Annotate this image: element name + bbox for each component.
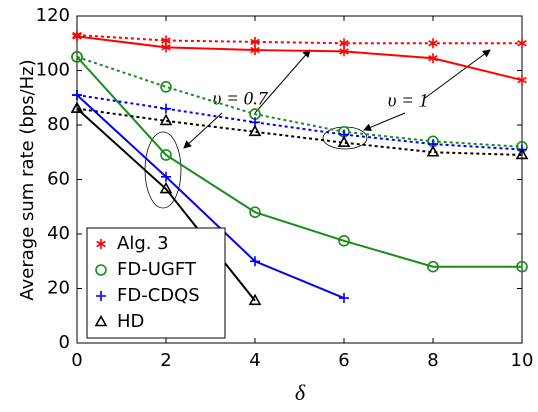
legend-label: Alg. 3 bbox=[117, 233, 169, 254]
marker bbox=[161, 171, 171, 182]
x-tick-label: 8 bbox=[427, 350, 438, 371]
marker bbox=[517, 75, 527, 86]
arrow bbox=[424, 49, 491, 99]
marker bbox=[249, 206, 261, 218]
arrow bbox=[254, 49, 311, 114]
marker bbox=[70, 101, 84, 113]
marker bbox=[339, 38, 349, 49]
marker bbox=[96, 239, 106, 249]
marker bbox=[95, 264, 107, 276]
marker bbox=[160, 81, 172, 93]
annotation: υ = 1 bbox=[388, 90, 429, 111]
legend-label: HD bbox=[117, 311, 144, 332]
legend-label: FD-UGFT bbox=[117, 259, 197, 280]
annotation: υ = 0.7 bbox=[213, 88, 269, 109]
x-tick-label: 2 bbox=[160, 350, 171, 371]
x-tick-label: 10 bbox=[511, 350, 534, 371]
x-tick-label: 4 bbox=[249, 350, 260, 371]
marker bbox=[71, 51, 83, 63]
marker bbox=[96, 291, 106, 301]
series-line bbox=[76, 35, 523, 82]
series-line bbox=[76, 94, 345, 299]
marker bbox=[337, 135, 351, 148]
marker bbox=[248, 293, 262, 306]
series-line bbox=[76, 34, 522, 45]
y-tick-label: 100 bbox=[36, 60, 70, 81]
marker bbox=[515, 147, 529, 160]
marker bbox=[160, 149, 172, 161]
legend-label: FD-CDQS bbox=[117, 285, 200, 306]
marker bbox=[161, 35, 171, 46]
marker bbox=[339, 293, 349, 304]
y-tick-label: 40 bbox=[47, 223, 70, 244]
marker bbox=[428, 38, 438, 49]
ellipse bbox=[144, 131, 182, 209]
y-tick-label: 0 bbox=[59, 332, 70, 353]
marker bbox=[428, 53, 438, 64]
x-tick-label: 0 bbox=[71, 350, 82, 371]
marker bbox=[516, 260, 528, 273]
x-axis-label: δ bbox=[295, 380, 306, 405]
marker bbox=[338, 235, 350, 247]
marker bbox=[248, 124, 262, 137]
marker bbox=[250, 36, 260, 47]
x-tick-label: 6 bbox=[338, 350, 349, 371]
arrow bbox=[363, 112, 406, 132]
series-line bbox=[76, 56, 522, 268]
marker bbox=[94, 314, 108, 327]
legend-box bbox=[86, 227, 226, 339]
arrow bbox=[183, 112, 223, 149]
marker bbox=[72, 90, 82, 101]
marker bbox=[72, 30, 82, 41]
marker bbox=[159, 113, 173, 126]
marker bbox=[517, 38, 527, 49]
marker bbox=[426, 145, 440, 157]
marker bbox=[250, 256, 260, 267]
series-line bbox=[76, 107, 523, 156]
series-line bbox=[76, 55, 523, 148]
y-tick-label: 120 bbox=[36, 5, 70, 26]
y-tick-label: 60 bbox=[47, 169, 70, 190]
y-tick-label: 80 bbox=[47, 114, 70, 135]
y-axis-label: Average sum rate (bps/Hz) bbox=[17, 59, 38, 300]
y-tick-label: 20 bbox=[47, 278, 70, 299]
marker bbox=[427, 260, 439, 273]
series-line bbox=[76, 94, 523, 151]
marker bbox=[161, 103, 171, 114]
marker bbox=[159, 181, 173, 194]
